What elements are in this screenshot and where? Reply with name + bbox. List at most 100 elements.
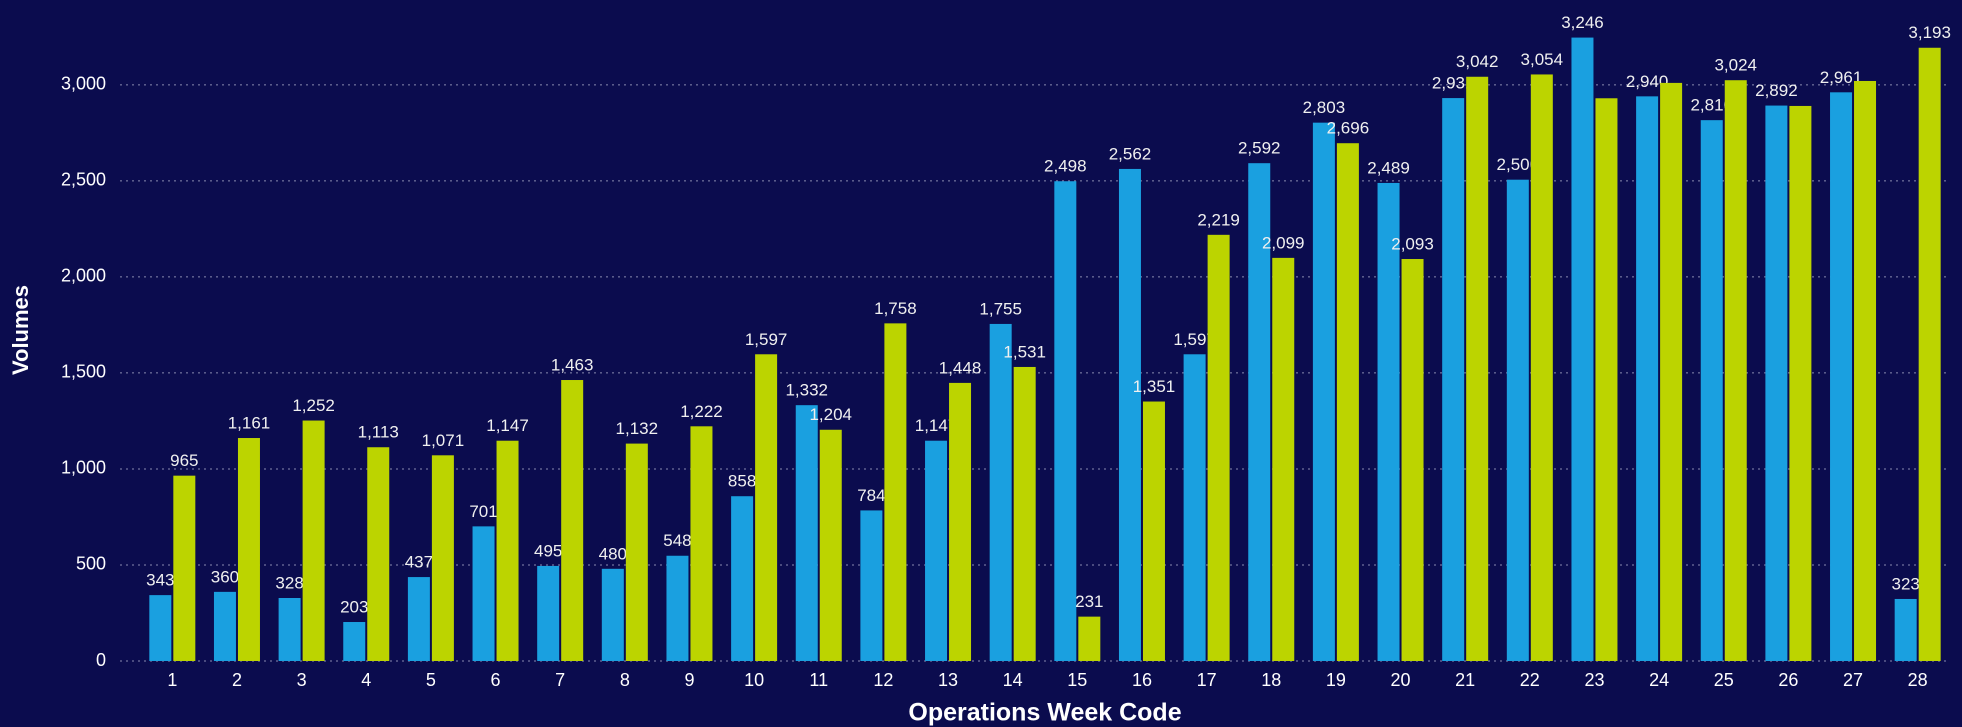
x-tick-label: 28 [1908,670,1928,690]
bar [1595,98,1618,662]
x-tick-label: 2 [232,670,242,690]
bar [1506,179,1529,661]
bar [496,440,519,661]
bar [1401,259,1424,661]
data-label: 360 [211,567,239,586]
x-axis-title: Operations Week Code [908,699,1181,727]
x-tick-label: 9 [684,670,694,690]
bar [149,595,172,661]
bar [1854,80,1877,661]
data-label: 1,332 [785,381,828,400]
data-label: 1,147 [915,416,958,435]
x-tick-label: 8 [620,670,630,690]
data-label: 2,816 [1690,96,1733,115]
data-label: 1,113 [358,423,399,442]
bar [925,440,948,661]
bar [949,382,972,661]
y-tick-label: 3,000 [61,74,106,94]
x-tick-label: 6 [491,670,501,690]
data-label: 323 [1891,574,1919,593]
bar [1248,163,1271,661]
bar [1183,354,1206,661]
data-label: 480 [599,544,627,563]
bar [601,568,624,661]
bar [343,622,366,661]
data-label: 1,204 [809,405,852,424]
x-tick-label: 24 [1649,670,1669,690]
bar [561,380,584,661]
y-tick-label: 2,000 [61,266,106,286]
data-label: 2,562 [1109,144,1152,163]
data-label: 2,940 [1626,72,1669,91]
data-label: 1,531 [1003,342,1046,361]
data-label: 1,463 [551,356,594,375]
x-tick-label: 16 [1132,670,1152,690]
bar [1830,92,1853,661]
x-tick-label: 12 [873,670,893,690]
bar [1724,80,1747,662]
data-label: 965 [170,451,198,470]
data-label: 1,071 [422,431,465,450]
bar [625,443,648,661]
data-label: 2,961 [1820,68,1863,87]
bar [1312,122,1335,661]
x-tick-label: 19 [1326,670,1346,690]
bar [1336,143,1359,661]
bar [1013,366,1036,661]
data-label: 328 [275,573,303,592]
y-tick-label: 0 [96,650,106,670]
bar [731,496,754,661]
data-label: 2,506 [1497,155,1540,174]
bar [1918,47,1941,662]
data-label: 2,498 [1044,157,1087,176]
x-tick-label: 11 [809,670,828,690]
bar [537,565,560,661]
data-label: 3,246 [1561,13,1604,32]
data-label: 3,042 [1456,52,1499,71]
data-label: 1,132 [616,419,659,438]
data-label: 2,099 [1262,233,1305,252]
data-label: 2,219 [1197,210,1240,229]
bar [860,510,883,661]
bar [1442,98,1465,662]
data-label: 343 [146,571,174,590]
x-tick-label: 26 [1778,670,1798,690]
bar [302,420,325,661]
bar [666,555,689,661]
bar [1207,234,1230,661]
data-label: 2,931 [1432,74,1475,93]
bar [690,426,713,661]
x-tick-label: 4 [361,670,371,690]
data-label: 548 [663,531,691,550]
x-tick-label: 3 [297,670,307,690]
x-tick-label: 15 [1067,670,1087,690]
bar [1078,616,1101,661]
x-tick-label: 7 [555,670,565,690]
bar [1636,96,1659,662]
data-label: 1,597 [745,330,788,349]
x-tick-label: 5 [426,670,436,690]
data-label: 1,597 [1173,330,1216,349]
bar [213,591,236,661]
data-label: 1,252 [292,396,335,415]
bar [884,323,907,661]
data-label: 1,161 [228,414,271,433]
bar [1660,82,1683,661]
y-tick-label: 500 [76,554,106,574]
x-tick-label: 22 [1520,670,1540,690]
data-label: 784 [857,486,885,505]
bar [1118,168,1141,661]
bar [367,447,390,661]
data-label: 3,054 [1521,50,1564,69]
bar [173,475,196,661]
data-label: 203 [340,597,368,616]
bar [989,323,1012,661]
x-tick-label: 21 [1455,670,1475,690]
data-label: 2,592 [1238,139,1281,158]
data-label: 2,892 [1755,81,1798,100]
x-tick-label: 18 [1261,670,1281,690]
bar [407,577,430,661]
x-tick-label: 1 [167,670,177,690]
data-label: 2,489 [1367,158,1410,177]
